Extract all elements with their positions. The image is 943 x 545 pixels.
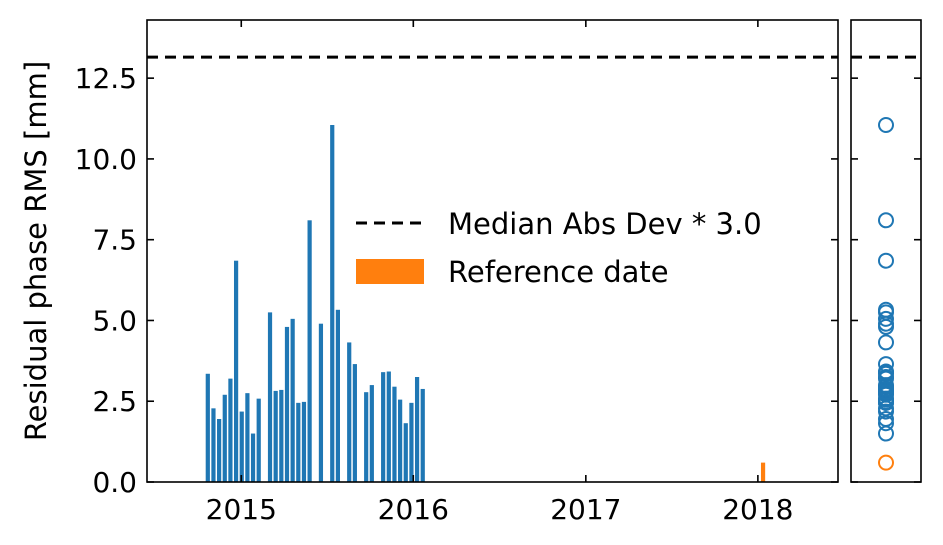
x-tick-label: 2015: [206, 493, 277, 526]
side-reference-point: [878, 454, 894, 471]
y-tick-label: 2.5: [92, 385, 137, 418]
bar: [222, 394, 227, 482]
bar: [256, 398, 261, 482]
bar: [386, 371, 391, 482]
side-point: [878, 252, 894, 269]
bar: [267, 312, 273, 482]
bar: [273, 390, 278, 482]
bar: [364, 392, 369, 482]
side-ticks-layer: [851, 77, 921, 483]
time-series-axes: 0.0 2.5 5.0 7.5 10.0 12.5 2015 2016 2017 2018 Res…: [19, 19, 839, 526]
bar: [381, 372, 386, 482]
bar: [352, 364, 357, 482]
legend-reference-swatch: [356, 259, 424, 284]
y-axis-label: Residual phase RMS [mm]: [19, 61, 53, 441]
bar: [290, 318, 295, 482]
side-point: [878, 117, 894, 133]
legend-threshold-label: Median Abs Dev * 3.0: [448, 207, 762, 241]
bar: [307, 220, 312, 482]
y-tick-label: 0.0: [92, 466, 137, 499]
bar: [398, 399, 403, 482]
bar: [392, 386, 397, 482]
side-point: [878, 415, 894, 432]
bar: [239, 411, 244, 482]
bar: [296, 402, 301, 482]
side-point: [878, 356, 894, 373]
bar: [245, 393, 250, 482]
x-tick-label: 2016: [378, 493, 449, 526]
legend-reference-label: Reference date: [448, 255, 669, 289]
bar: [420, 388, 425, 482]
x-tick-label: 2018: [722, 493, 793, 526]
reference-bar: [760, 462, 766, 482]
bar: [301, 401, 307, 482]
left-plot-frame: [146, 19, 839, 483]
x-tick-label: 2017: [550, 493, 621, 526]
bar: [228, 378, 233, 482]
bar: [250, 433, 256, 482]
side-point: [878, 425, 894, 442]
y-tick-label: 5.0: [92, 304, 137, 337]
side-point: [878, 318, 894, 335]
side-point: [878, 369, 894, 385]
bar: [211, 408, 216, 482]
y-tick-label: 12.5: [75, 62, 137, 95]
bar: [414, 377, 420, 482]
bar: [217, 419, 222, 482]
y-tick-label: 10.0: [75, 143, 137, 176]
bar: [347, 342, 352, 482]
side-points-layer: [878, 117, 894, 471]
bars-layer: [205, 125, 766, 482]
bar: [318, 323, 324, 482]
bar: [409, 402, 414, 482]
bar: [403, 423, 408, 482]
ticks-layer: 0.0 2.5 5.0 7.5 10.0 12.5 2015 2016 2017 2018: [75, 20, 838, 526]
side-point: [878, 301, 894, 318]
side-point: [878, 403, 894, 420]
side-point: [878, 212, 894, 229]
legend: Median Abs Dev * 3.0 Reference date: [356, 207, 762, 289]
bar: [233, 260, 239, 482]
bar: [279, 389, 284, 482]
bar: [330, 125, 335, 482]
bar: [284, 326, 290, 482]
side-point: [878, 363, 894, 380]
bar: [335, 309, 340, 482]
bar: [369, 385, 374, 482]
side-point: [878, 380, 894, 397]
side-point: [878, 310, 894, 327]
y-tick-label: 7.5: [92, 224, 137, 257]
bar: [205, 373, 210, 482]
right-plot-frame: [850, 19, 922, 483]
side-point: [878, 334, 894, 351]
distribution-axes: [850, 19, 922, 483]
